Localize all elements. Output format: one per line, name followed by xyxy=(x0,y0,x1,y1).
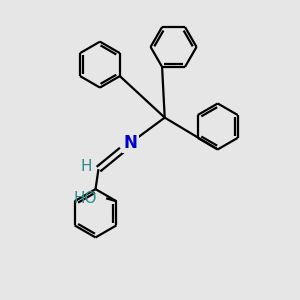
Text: HO: HO xyxy=(74,191,97,206)
Text: H: H xyxy=(80,159,92,174)
Text: N: N xyxy=(124,134,138,152)
Text: H: H xyxy=(80,159,92,174)
Text: N: N xyxy=(124,134,138,152)
